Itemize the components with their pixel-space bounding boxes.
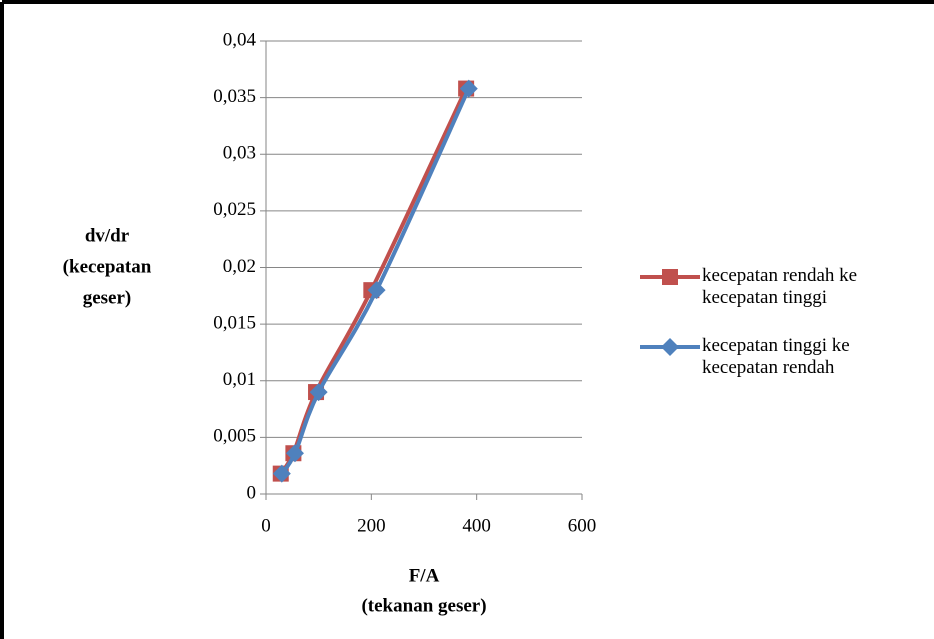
x-axis-title: (tekanan geser) — [361, 595, 486, 616]
y-tick-label: 0 — [247, 482, 257, 503]
y-tick-label: 0,01 — [223, 369, 256, 390]
marker — [661, 338, 679, 356]
x-tick-label: 600 — [568, 515, 597, 536]
x-axis-title: F/A — [409, 565, 440, 586]
y-axis-title: dv/dr — [85, 225, 130, 246]
y-axis-title: geser) — [83, 287, 132, 308]
chart: 0 0,005 0,01 0,015 0,02 0,025 0,03 0,035 0,04 0 20… — [0, 0, 934, 639]
y-tick-label: 0,03 — [223, 143, 256, 164]
y-tick-label: 0,04 — [223, 29, 257, 50]
legend-label: kecepatan tinggi ke kecepatan rendah — [702, 335, 902, 379]
y-tick-label: 0,035 — [213, 86, 256, 107]
y-tick-label: 0,02 — [223, 256, 256, 277]
legend-label: kecepatan rendah ke kecepatan tinggi — [702, 265, 902, 309]
x-tick-label: 200 — [357, 515, 386, 536]
x-tick-label: 400 — [462, 515, 491, 536]
y-axis-title: (kecepatan — [63, 256, 152, 277]
marker — [662, 269, 678, 285]
y-tick-label: 0,025 — [213, 199, 256, 220]
y-tick-label: 0,005 — [213, 426, 256, 447]
y-tick-label: 0,015 — [213, 312, 256, 333]
page: 0 0,005 0,01 0,015 0,02 0,025 0,03 0,035 0,04 0 20… — [0, 0, 934, 639]
x-tick-label: 0 — [261, 515, 271, 536]
